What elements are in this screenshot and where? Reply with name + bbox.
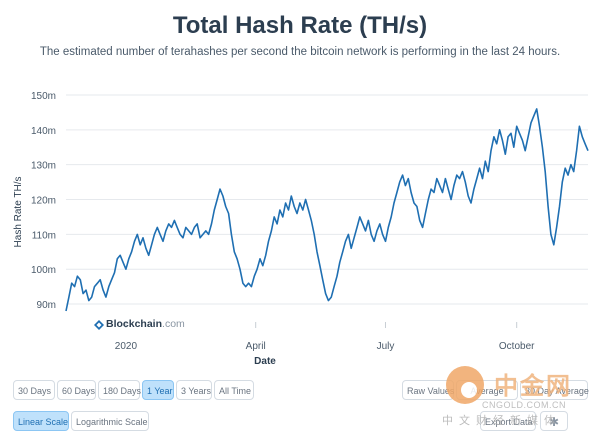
range-button-1-year[interactable]: 1 Year bbox=[142, 380, 174, 400]
range-button-180-days[interactable]: 180 Days bbox=[98, 380, 141, 400]
chart-subtitle: The estimated number of terahashes per s… bbox=[39, 46, 561, 58]
scale-button-linear-scale[interactable]: Linear Scale bbox=[13, 411, 69, 431]
y-tick-label: 110m bbox=[32, 230, 56, 241]
y-tick-label: 150m bbox=[31, 91, 56, 102]
hash-rate-line bbox=[65, 108, 589, 312]
chart-title: Total Hash Rate (TH/s) bbox=[172, 12, 428, 39]
y-axis-ticks: 90m 100m 110m 120m 130m 140m 150m bbox=[31, 91, 56, 311]
grid bbox=[66, 94, 588, 305]
blockchain-logo: Blockchain.com bbox=[106, 318, 185, 330]
x-tick-label: October bbox=[499, 341, 535, 352]
y-tick-label: 140m bbox=[31, 126, 56, 137]
x-tick-label: 2020 bbox=[115, 341, 138, 352]
x-tick-label: July bbox=[377, 341, 395, 352]
y-axis-label: Hash Rate TH/s bbox=[13, 177, 24, 248]
x-tick-label: April bbox=[246, 341, 266, 352]
thirty-day-average-button[interactable]: 30 Day Average bbox=[520, 380, 589, 400]
blockchain-logo-icon bbox=[94, 320, 104, 330]
y-tick-label: 100m bbox=[31, 265, 56, 276]
range-button-3-years[interactable]: 3 Years bbox=[176, 380, 212, 400]
range-button-30-days[interactable]: 30 Days bbox=[13, 380, 55, 400]
x-axis-label: Date bbox=[254, 356, 276, 367]
export-data-button[interactable]: Export Data bbox=[480, 411, 536, 431]
y-tick-label: 120m bbox=[31, 196, 56, 207]
seven-day-average-button[interactable]: Average bbox=[456, 380, 518, 400]
settings-icon[interactable]: ✱ bbox=[540, 411, 568, 431]
range-button-60-days[interactable]: 60 Days bbox=[57, 380, 96, 400]
y-tick-label: 90m bbox=[37, 300, 56, 311]
range-button-all-time[interactable]: All Time bbox=[214, 380, 254, 400]
scale-button-logarithmic-scale[interactable]: Logarithmic Scale bbox=[71, 411, 149, 431]
raw-values-button[interactable]: Raw Values bbox=[402, 380, 454, 400]
x-axis-ticks: 2020 April July October bbox=[115, 322, 535, 352]
y-tick-label: 130m bbox=[31, 161, 56, 172]
